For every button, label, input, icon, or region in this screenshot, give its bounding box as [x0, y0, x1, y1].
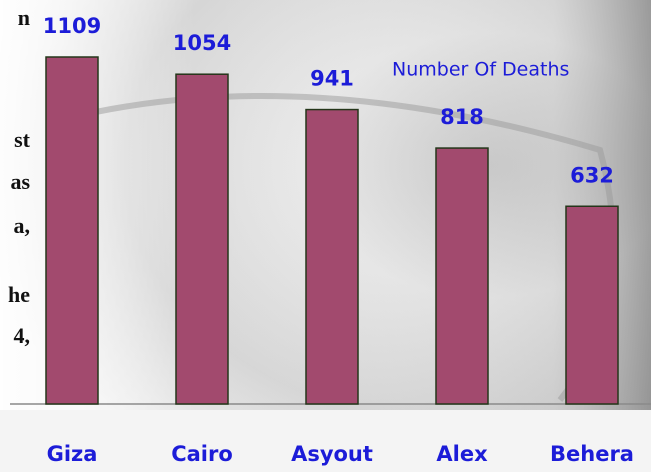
- label-strip: [0, 410, 651, 472]
- bar: [565, 205, 619, 405]
- value-label: 1054: [173, 31, 231, 55]
- bar: [435, 147, 489, 405]
- value-label: 818: [440, 105, 484, 129]
- x-tick-label: Behera: [550, 442, 634, 466]
- annotation-fragment: n: [18, 5, 30, 30]
- annotation-fragment: a,: [14, 213, 31, 238]
- annotation-fragment: he: [8, 282, 30, 307]
- legend-label: Number Of Deaths: [392, 59, 569, 81]
- value-label: 1109: [43, 14, 101, 38]
- x-tick-label: Alex: [436, 442, 488, 466]
- value-label: 941: [310, 67, 354, 91]
- bar: [45, 56, 99, 405]
- x-tick-label: Cairo: [171, 442, 233, 466]
- value-label: 632: [570, 163, 614, 187]
- bar: [305, 108, 359, 405]
- annotation-fragment: 4,: [14, 323, 31, 348]
- bar: [175, 73, 229, 405]
- x-tick-label: Giza: [47, 442, 98, 466]
- x-tick-label: Asyout: [291, 442, 373, 466]
- annotation-fragment: st: [14, 127, 31, 152]
- annotation-fragment: as: [10, 169, 30, 194]
